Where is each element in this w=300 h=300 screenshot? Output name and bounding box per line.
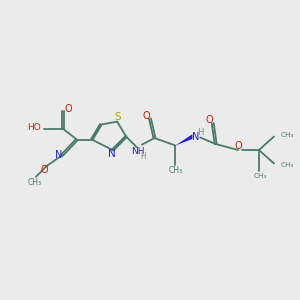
Text: CH₃: CH₃: [280, 132, 294, 138]
Text: O: O: [234, 141, 242, 151]
Text: O: O: [142, 111, 150, 121]
Text: S: S: [114, 112, 121, 122]
Text: N: N: [108, 149, 116, 159]
Text: HO: HO: [27, 123, 40, 132]
Text: H: H: [140, 152, 146, 161]
Text: N: N: [192, 132, 200, 142]
Polygon shape: [176, 134, 192, 146]
Text: CH₃: CH₃: [168, 166, 182, 175]
Text: O: O: [205, 115, 213, 125]
Text: O: O: [41, 165, 48, 175]
Text: CH₃: CH₃: [254, 173, 267, 179]
Text: H: H: [198, 128, 204, 137]
Text: CH₃: CH₃: [27, 178, 41, 187]
Text: N: N: [55, 150, 62, 161]
Text: NH: NH: [131, 147, 145, 156]
Text: O: O: [65, 104, 73, 114]
Text: CH₃: CH₃: [280, 162, 294, 168]
